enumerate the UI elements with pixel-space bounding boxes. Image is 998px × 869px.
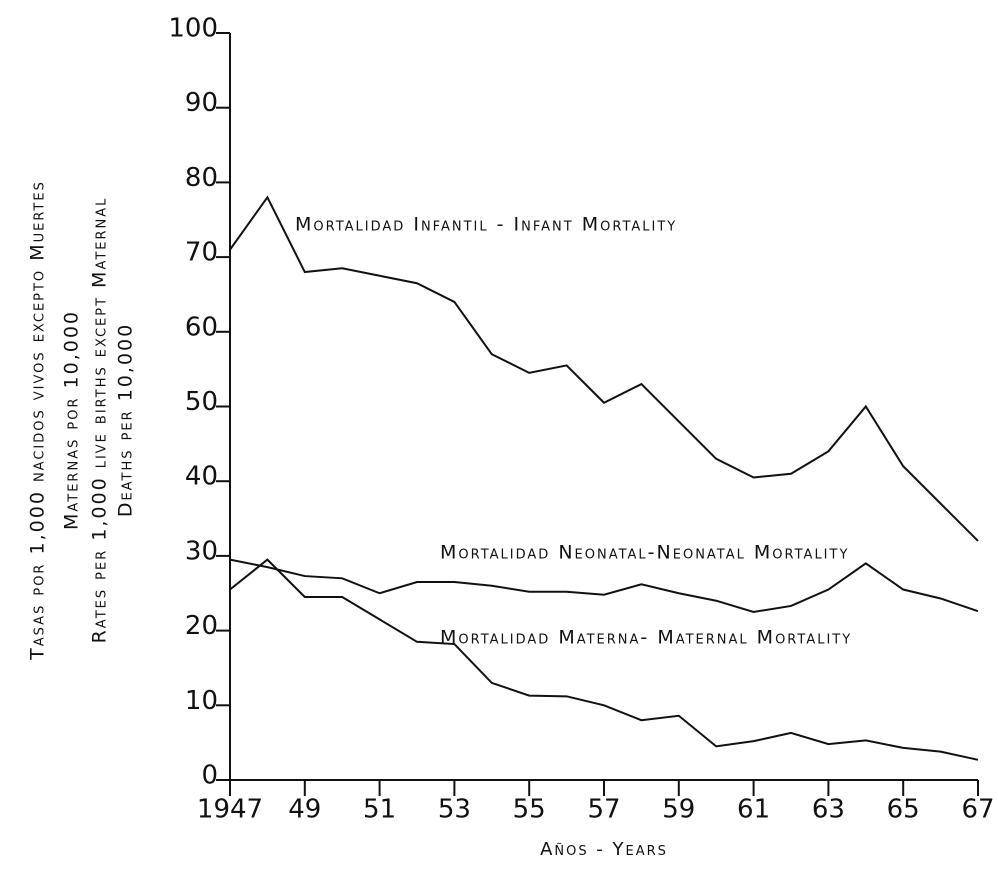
x-tick-label: 57 (587, 795, 620, 825)
y-tick-label: 60 (185, 312, 218, 342)
y-tick-label: 90 (185, 88, 218, 118)
y-axis-label: Rates per 1,000 live births except Mater… (89, 197, 111, 644)
x-tick-label: 55 (513, 795, 546, 825)
y-tick-label: 30 (185, 536, 218, 566)
y-axis-label: Tasas por 1,000 nacidos vivos excepto Mu… (27, 180, 49, 661)
data-line (229, 558, 979, 761)
x-tick-label: 53 (438, 795, 471, 825)
x-tick-label: 67 (961, 795, 994, 825)
x-tick-label: 63 (812, 795, 845, 825)
x-axis-label: Años - Years (540, 839, 668, 860)
y-tick-label: 10 (185, 686, 218, 716)
x-tick-label: 59 (662, 795, 695, 825)
y-tick-label: 80 (185, 163, 218, 193)
y-tick-label: 40 (185, 462, 218, 492)
y-tick-label: 70 (185, 238, 218, 268)
x-tick-label: 1947 (197, 795, 263, 825)
x-tick-label: 49 (288, 795, 321, 825)
series-label: Mortalidad Infantil - Infant Mortality (295, 214, 677, 236)
series-label: Mortalidad Neonatal-Neonatal Mortality (440, 542, 849, 564)
x-tick-label: 61 (737, 795, 770, 825)
data-line (229, 195, 979, 542)
y-tick-label: 100 (168, 14, 218, 44)
series-label: Mortalidad Materna- Maternal Mortality (440, 627, 852, 649)
data-line (229, 558, 979, 613)
y-axis-label: Deaths per 10,000 (115, 323, 137, 517)
x-tick-label: 65 (887, 795, 920, 825)
y-tick-label: 0 (201, 761, 218, 791)
y-tick-label: 50 (185, 387, 218, 417)
y-axis-label: Maternas por 10,000 (61, 310, 83, 530)
x-tick-label: 51 (363, 795, 396, 825)
y-tick-label: 20 (185, 611, 218, 641)
